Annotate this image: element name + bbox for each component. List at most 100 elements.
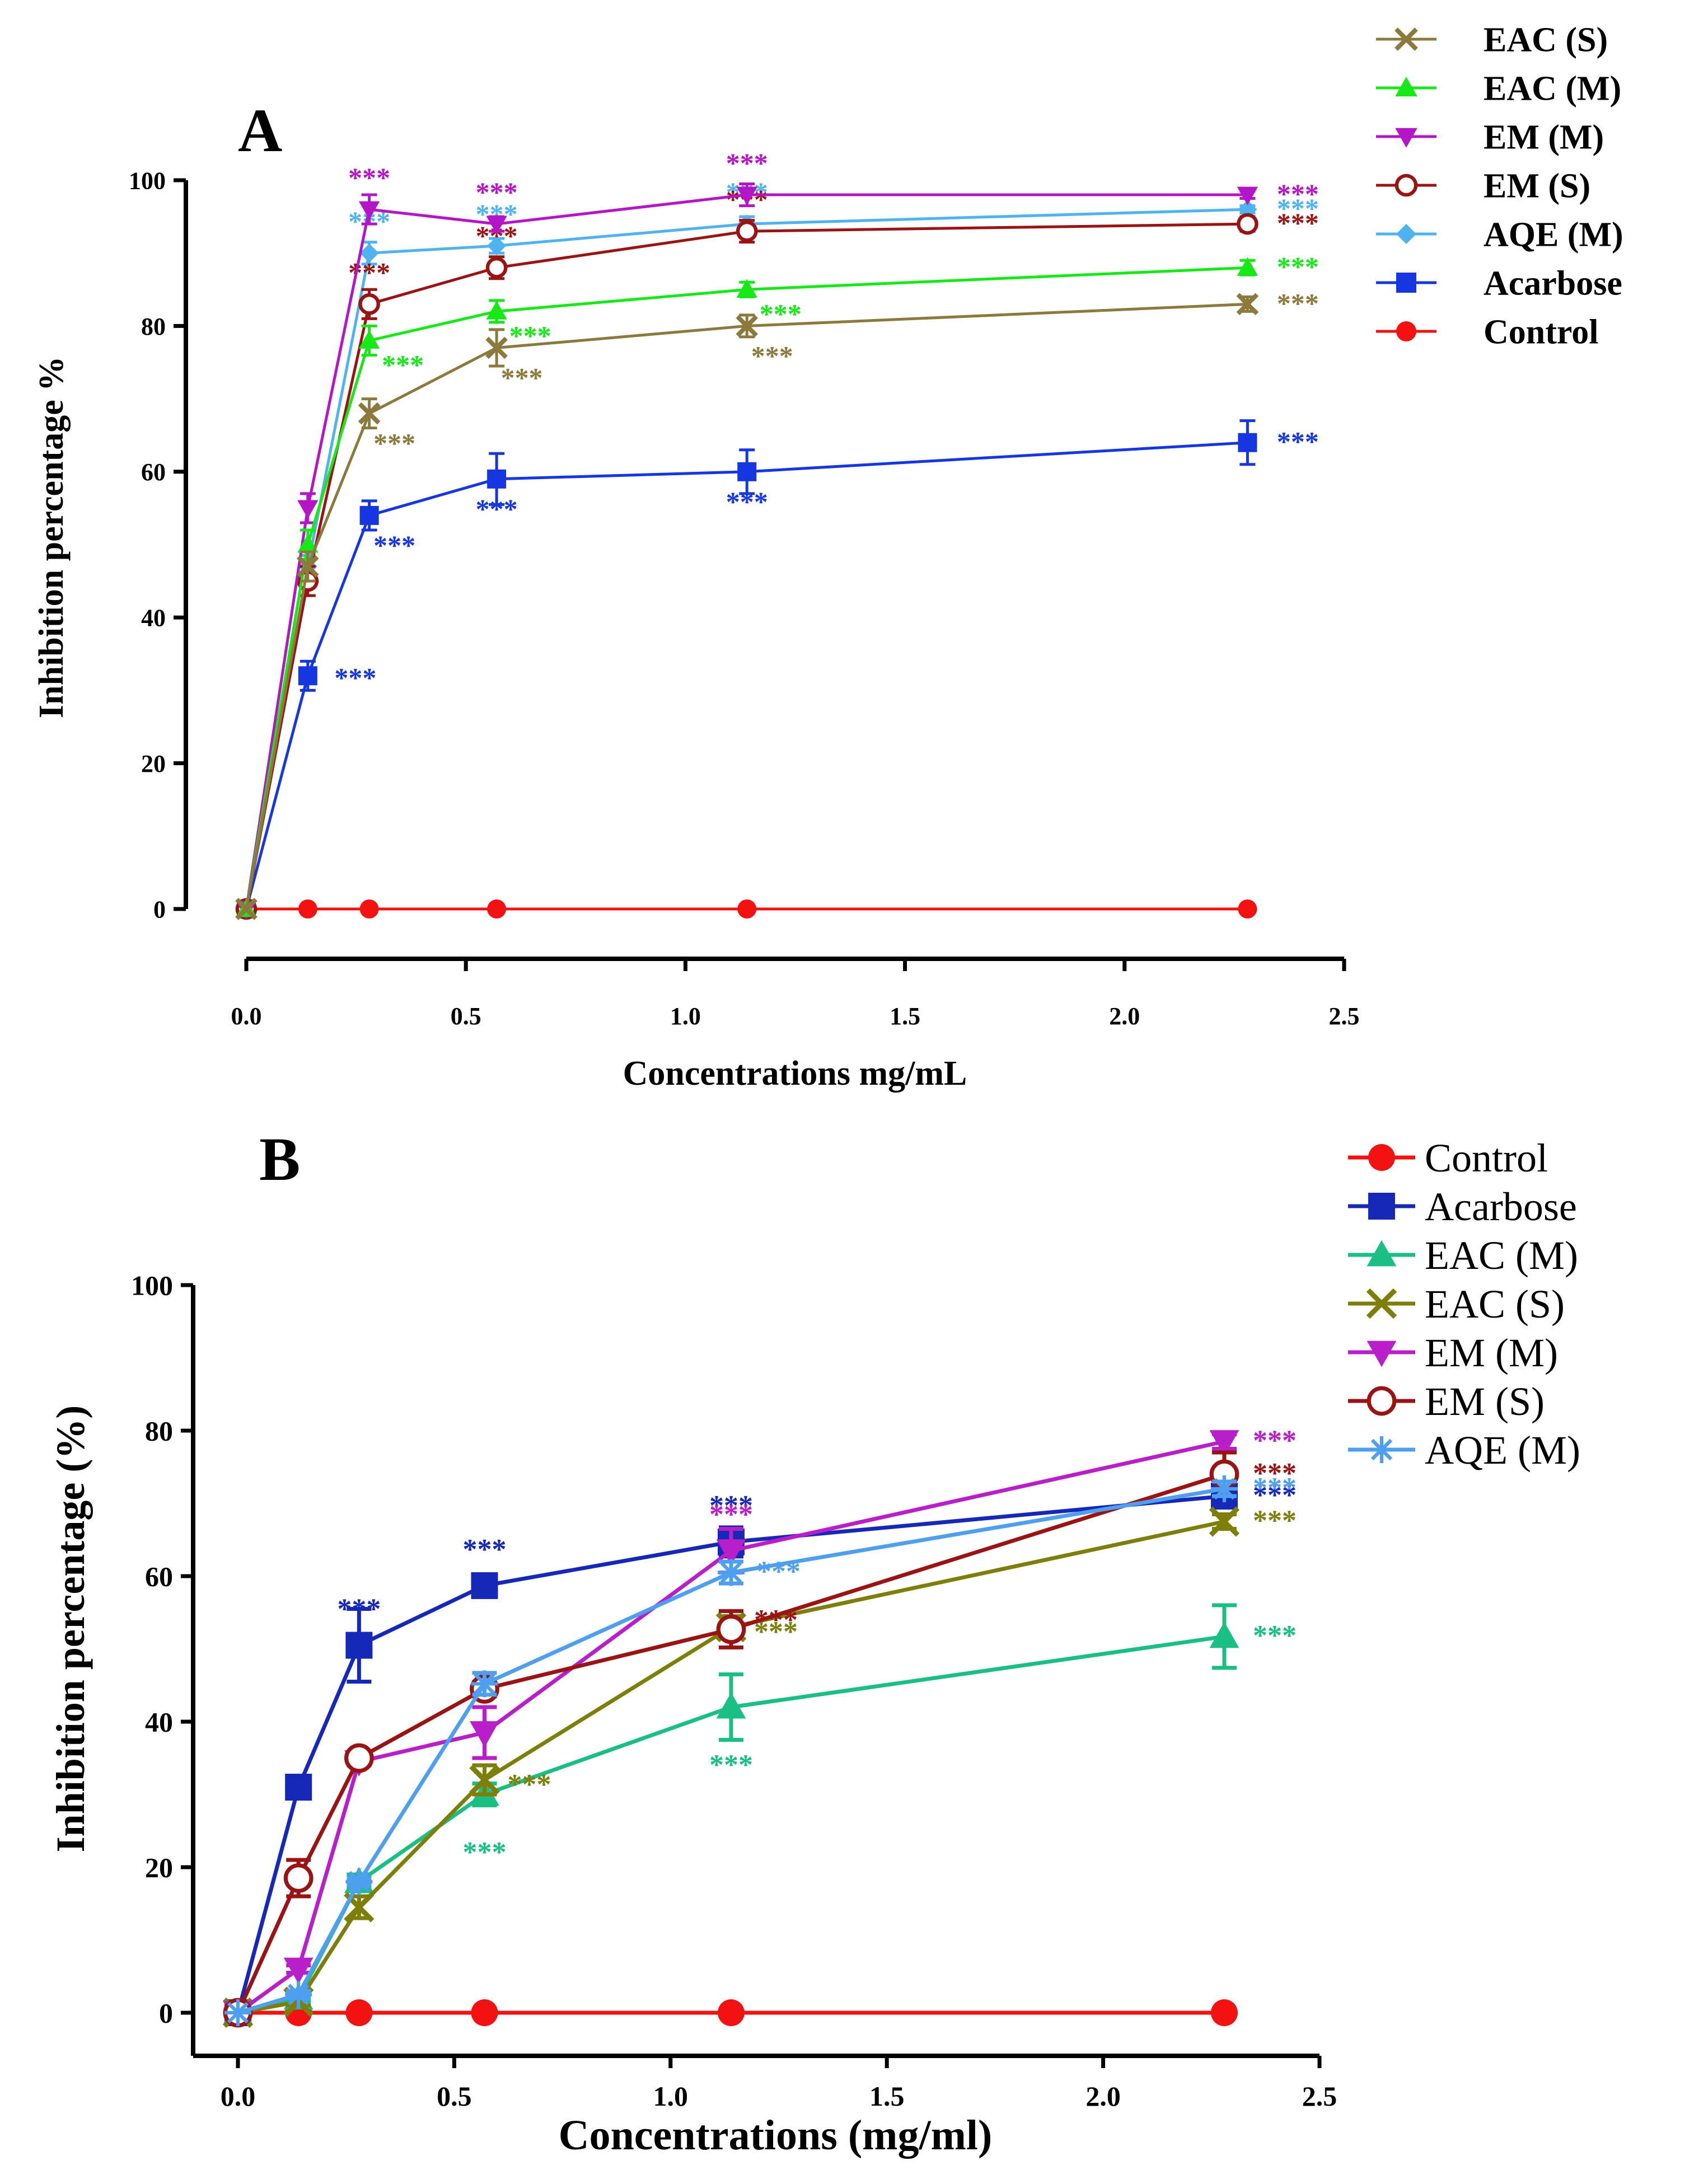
data-point-stroke-b: [736, 315, 759, 338]
significance-label: ***: [507, 1769, 551, 1801]
legend-swatch-marker-shape: [1396, 321, 1416, 341]
x-tick-label: 1.0: [670, 1002, 701, 1030]
data-point: [736, 220, 758, 242]
data-point: [485, 336, 508, 359]
legend-swatch-marker: [1367, 1240, 1397, 1267]
data-point-stroke-b: [1236, 293, 1259, 316]
data-point-stroke-b: [344, 1892, 375, 1923]
data-point-shape: [737, 462, 757, 481]
data-point: [717, 1999, 745, 2026]
data-point: [716, 1614, 746, 1644]
data-point-shape: [298, 666, 317, 686]
legend-entry-em-s: EM (S): [1376, 167, 1590, 205]
data-point: [485, 256, 508, 279]
legend-entry-eac-m: EAC (M): [1376, 70, 1621, 108]
data-point-stroke-b: [358, 402, 381, 425]
data-point-shape: [471, 1572, 498, 1599]
data-point: [1237, 213, 1258, 235]
legend-swatch-marker: [1395, 77, 1417, 97]
y-tick-label: 100: [129, 167, 166, 194]
data-point: [487, 469, 507, 489]
data-point: [359, 243, 379, 263]
legend-swatch-marker: [1396, 321, 1416, 341]
data-point: [358, 330, 380, 349]
legend-swatch-marker-shape: [1368, 1144, 1395, 1171]
legend-swatch-marker: [1395, 128, 1417, 148]
significance-label: ***: [757, 1556, 801, 1588]
data-point: [736, 279, 757, 298]
x-tick-label: 0.0: [221, 2080, 256, 2112]
legend-entry-aqe-m: AQE (M): [1348, 1428, 1580, 1473]
data-point-shape: [737, 899, 757, 918]
significance-label: ***: [1253, 1457, 1297, 1489]
data-point: [716, 1539, 746, 1566]
y-tick-label: 0: [153, 896, 166, 923]
legend-swatch-marker: [1396, 273, 1416, 293]
data-point-shape: [1209, 1430, 1239, 1456]
legend-label: EM (S): [1484, 167, 1590, 205]
data-point: [737, 899, 757, 918]
data-point-shape: [298, 899, 317, 918]
panel-label-a: A: [238, 96, 282, 165]
data-point-shape: [285, 1774, 312, 1801]
data-point-shape: [297, 534, 319, 553]
data-point-shape: [359, 505, 379, 525]
data-point: [345, 1868, 373, 1895]
legend-entry-em-m: EM (M): [1376, 119, 1604, 157]
x-tick-label: 0.5: [437, 2080, 472, 2112]
x-tick-label: 2.5: [1302, 2080, 1337, 2112]
y-tick-label: 80: [145, 1416, 173, 1447]
y-axis-label-b: Inhibition percentage (%): [48, 1405, 93, 1853]
significance-label: ***: [1253, 1479, 1297, 1511]
y-tick-label: 40: [141, 604, 166, 632]
significance-label: ***: [1277, 178, 1319, 209]
legend-label: Control: [1425, 1136, 1548, 1180]
data-point: [1209, 1506, 1240, 1537]
data-point-shape: [736, 220, 758, 242]
axes-panel-b: [191, 1285, 1319, 2058]
legend-swatch-marker: [1368, 1144, 1395, 1171]
data-point: [471, 1572, 498, 1599]
series-eac-s: *** *** *** ***: [235, 287, 1319, 920]
significance-label: ***: [501, 362, 543, 393]
legend-entry-control: Control: [1348, 1136, 1548, 1180]
data-point: [486, 215, 507, 235]
data-point-shape: [344, 1743, 374, 1773]
data-point-shape: [716, 1614, 746, 1644]
legend-swatch-marker-stroke-b: [1394, 27, 1418, 51]
legend-swatch-marker: [1368, 1436, 1395, 1463]
data-point: [359, 505, 379, 525]
data-point-shape: [297, 500, 319, 519]
legend-swatch-marker-shape: [1394, 174, 1418, 197]
significance-label: ***: [476, 176, 518, 208]
data-point-shape: [358, 293, 380, 315]
x-tick-label: 1.0: [653, 2080, 689, 2112]
significance-label: ***: [1277, 207, 1319, 238]
legend-swatch-marker-shape: [1395, 128, 1417, 148]
legend-label: EAC (M): [1425, 1233, 1578, 1278]
data-point: [297, 534, 319, 553]
x-tick-label: 1.5: [869, 2080, 905, 2112]
data-point-shape: [736, 279, 757, 298]
data-point-shape: [487, 899, 507, 918]
x-tick-label: 2.5: [1329, 1002, 1360, 1030]
data-point: [1237, 257, 1258, 276]
significance-label: ***: [726, 486, 768, 517]
legend-label: Acarbose: [1425, 1184, 1577, 1229]
series-eac-m: *** *** *** ***: [236, 251, 1319, 917]
data-point: [1210, 1999, 1238, 2026]
x-ticks-a: 0.0 0.5 1.0 1.5 2.0 2.5: [231, 959, 1360, 1030]
data-point-shape: [487, 236, 507, 256]
data-point: [1237, 186, 1258, 205]
series-eac-m-line: [245, 266, 1248, 910]
data-point-ray: [227, 2002, 249, 2024]
data-point: [471, 1670, 498, 1698]
x-tick-label: 1.5: [890, 1002, 920, 1030]
legend-label: EM (S): [1425, 1379, 1545, 1424]
data-point: [487, 899, 507, 918]
x-axis-label-b: Concentrations (mg/ml): [559, 2112, 993, 2159]
series-em-s-line: [245, 222, 1248, 910]
data-point-stroke-b: [1209, 1506, 1240, 1537]
data-point: [469, 1764, 500, 1796]
